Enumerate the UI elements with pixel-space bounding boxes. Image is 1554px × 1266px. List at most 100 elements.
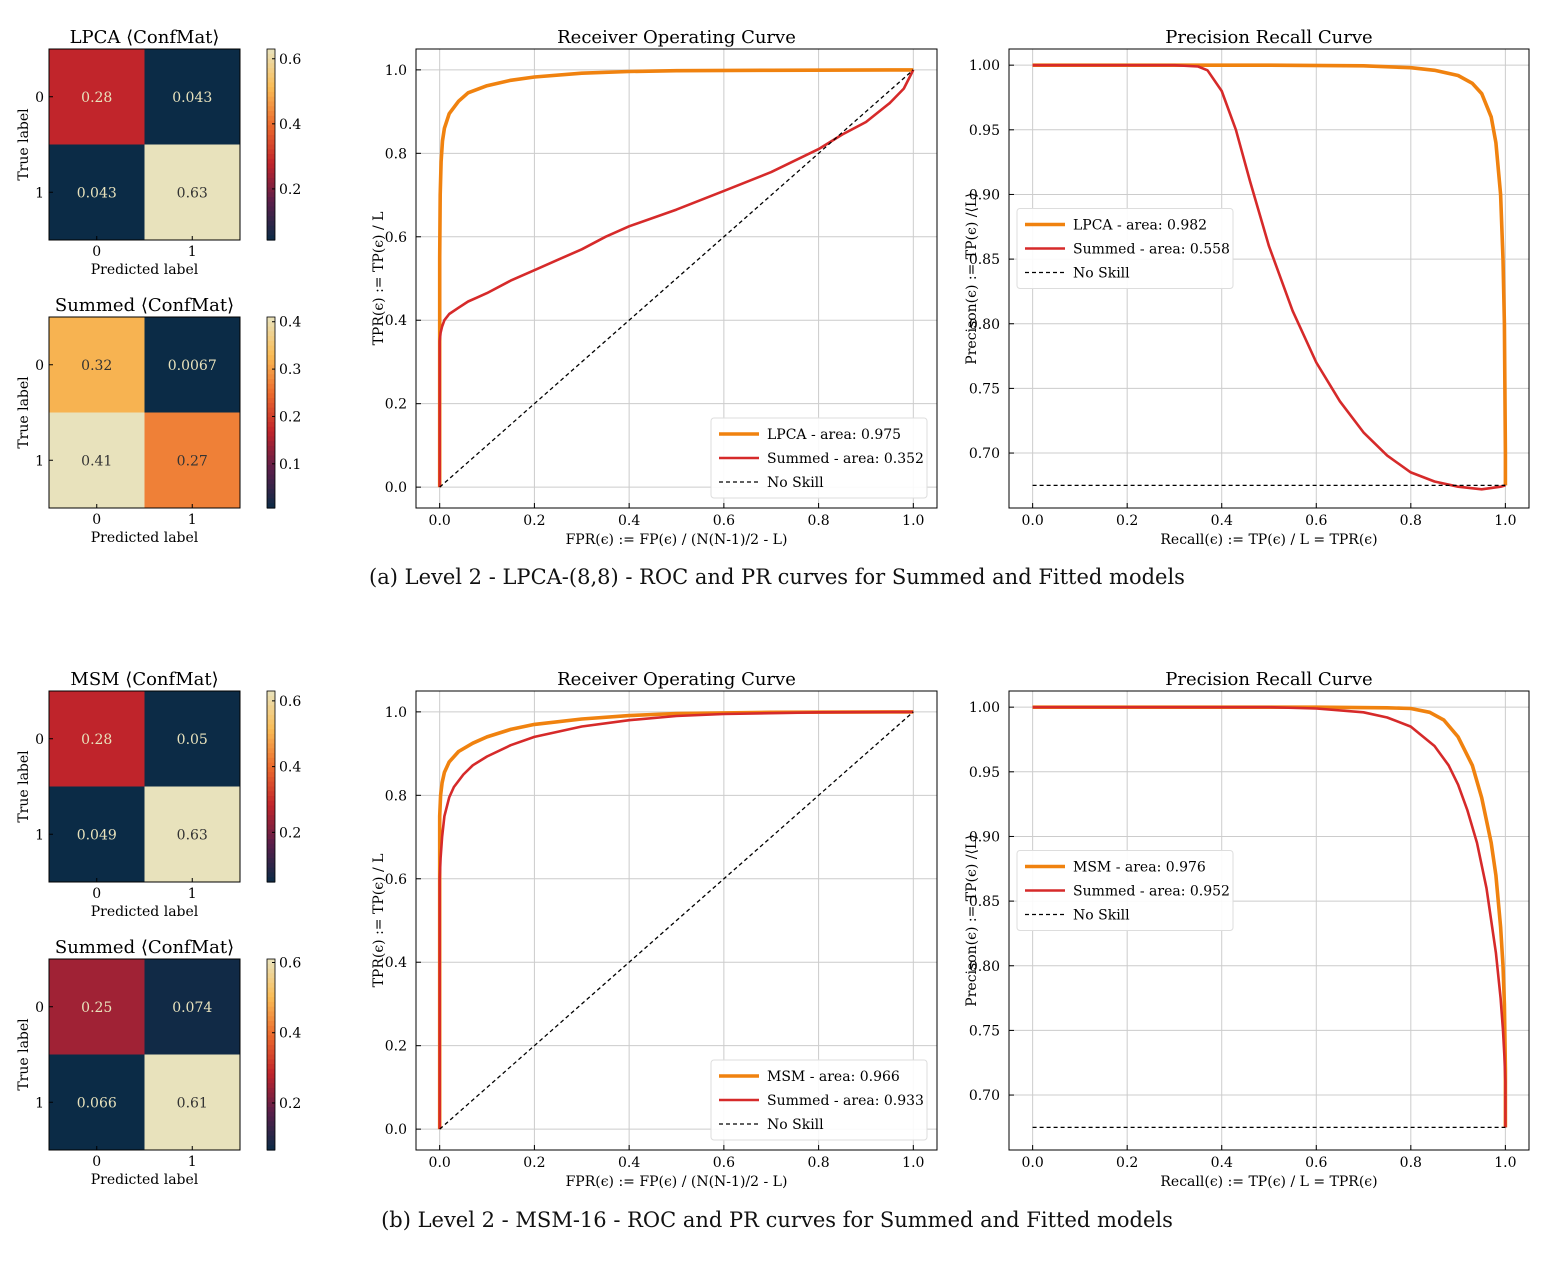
plot-frame [1008,48,1530,509]
colorbar-segment [267,336,275,342]
x-tick-label: 0.6 [1305,513,1327,529]
colorbar-segment [267,465,275,471]
pr_a-chart: 0.0 0.2 0.4 0.6 0.8 1.0 0.70 0.75 0.80 0.85 0.90 0.… [964,27,1530,548]
colorbar-segment [267,1097,275,1103]
colorbar-segment [267,82,275,88]
colorbar-segment [267,1083,275,1089]
colorbar-segment [267,853,275,859]
cell-value-label: 0.074 [172,1000,212,1016]
legend-label: No Skill [1073,908,1130,924]
x-tick-label: 1 [188,512,197,528]
colorbar-segment [267,149,275,155]
y-axis-label: True label [16,1018,32,1091]
colorbar-segment [267,469,275,476]
colorbar-segment [267,1135,275,1142]
y-tick-label: 0.0 [385,480,407,496]
x-tick-label: 1 [188,1154,197,1170]
caption-b: (b) Level 2 - MSM-16 - ROC and PR curves… [381,1208,1173,1232]
plot-title: Precision Recall Curve [1165,27,1372,48]
pr_b-chart: 0.0 0.2 0.4 0.6 0.8 1.0 0.70 0.75 0.80 0.85 0.90 0.… [964,669,1530,1190]
colorbar-segment [267,134,275,141]
x-tick-label: 1.0 [1494,513,1516,529]
y-tick-label: 0.75 [969,381,1000,397]
cell-value-label: 0.41 [81,453,112,469]
y-tick-label: 1.00 [969,700,1000,716]
caption-a: (a) Level 2 - LPCA-(8,8) - ROC and PR cu… [369,565,1185,589]
colorbar-segment [267,1016,275,1022]
x-tick-label: 1.0 [902,513,924,529]
legend-label: Summed - area: 0.352 [767,451,924,467]
colorbar-segment [267,762,275,768]
legend: MSM - area: 0.976 Summed - area: 0.952 No … [1016,850,1234,931]
y-tick-label: 1.0 [385,63,407,79]
cell-value-label: 0.25 [81,1000,112,1016]
colorbar-segment [267,201,275,208]
legend-label: MSM - area: 0.976 [1073,860,1206,876]
heatmap-cell [144,317,240,413]
colorbar-segment [267,412,275,418]
colorbar-segment [267,426,275,433]
cell-value-label: 0.043 [172,90,212,106]
colorbar-segment [267,858,275,864]
y-tick-label: 0 [35,90,44,106]
colorbar-segment [267,700,275,706]
colorbar-segment [267,772,275,778]
colorbar-segment [267,1073,275,1079]
colorbar-frame [266,690,276,883]
cell-value-label: 0.066 [77,1095,117,1111]
colorbar-segment [267,829,275,835]
colorbar-segment [267,383,275,390]
colorbar-segment [267,1116,275,1122]
colorbar-segment [267,488,275,495]
colorbar-segment [267,867,275,874]
colorbar-segment [267,776,275,783]
colorbar-segment [267,1140,275,1146]
heatmap-frame [48,48,241,241]
heatmap-cell [144,691,240,787]
colorbar-segment [267,1102,275,1108]
colorbar-segment [267,364,275,371]
colorbar-segment [267,96,275,103]
colorbar-segment [267,786,275,792]
colorbar-segment [267,173,275,179]
colorbar-frame [266,48,276,241]
colorbar-segment [267,455,275,461]
cell-value-label: 0.27 [177,453,208,469]
cell-value-label: 0.28 [81,90,112,106]
x-tick-label: 0 [92,886,101,902]
series-line-orange [437,68,914,488]
plot-title: Receiver Operating Curve [557,669,796,690]
heatmap-cell [144,144,240,240]
colorbar-tick-label: 0.2 [279,409,301,425]
cm_lpca-chart: 0.28 0.043 0.043 0.63 LPCA ⟨ConfMat⟩ 0 0 1 1 Pred… [16,27,301,278]
y-tick-label: 0.4 [385,955,407,971]
colorbar-segment [267,724,275,730]
colorbar-segment [267,1044,275,1051]
x-axis-label: FPR(ϵ) := FP(ϵ) / (N(N-1)/2 - L) [566,1174,788,1190]
colorbar-segment [267,130,275,136]
heatmap-cell [144,1054,240,1150]
y-tick-label: 1.00 [969,58,1000,74]
x-tick-label: 0 [92,244,101,260]
colorbar-segment [267,326,275,332]
legend-label: MSM - area: 0.966 [767,1069,900,1085]
colorbar-segment [267,729,275,735]
y-tick-label: 0.6 [385,230,407,246]
colorbar-segment [267,87,275,93]
series-line-red [1032,705,1507,1128]
x-tick-label: 0.4 [1211,1155,1233,1171]
cell-value-label: 0.28 [81,732,112,748]
colorbar-segment [267,705,275,711]
colorbar-segment [267,843,275,850]
y-tick-label: 0 [35,1000,44,1016]
y-tick-label: 0 [35,732,44,748]
x-axis-label: Predicted label [91,262,199,278]
colorbar-segment [267,402,275,409]
colorbar-segment [267,1006,275,1013]
colorbar-segment [267,748,275,754]
heatmap-cell [49,786,145,882]
colorbar-segment [267,120,275,126]
y-axis-label: TPR(ϵ) := TP(ϵ) / L [371,854,387,988]
y-tick-label: 0.85 [969,252,1000,268]
